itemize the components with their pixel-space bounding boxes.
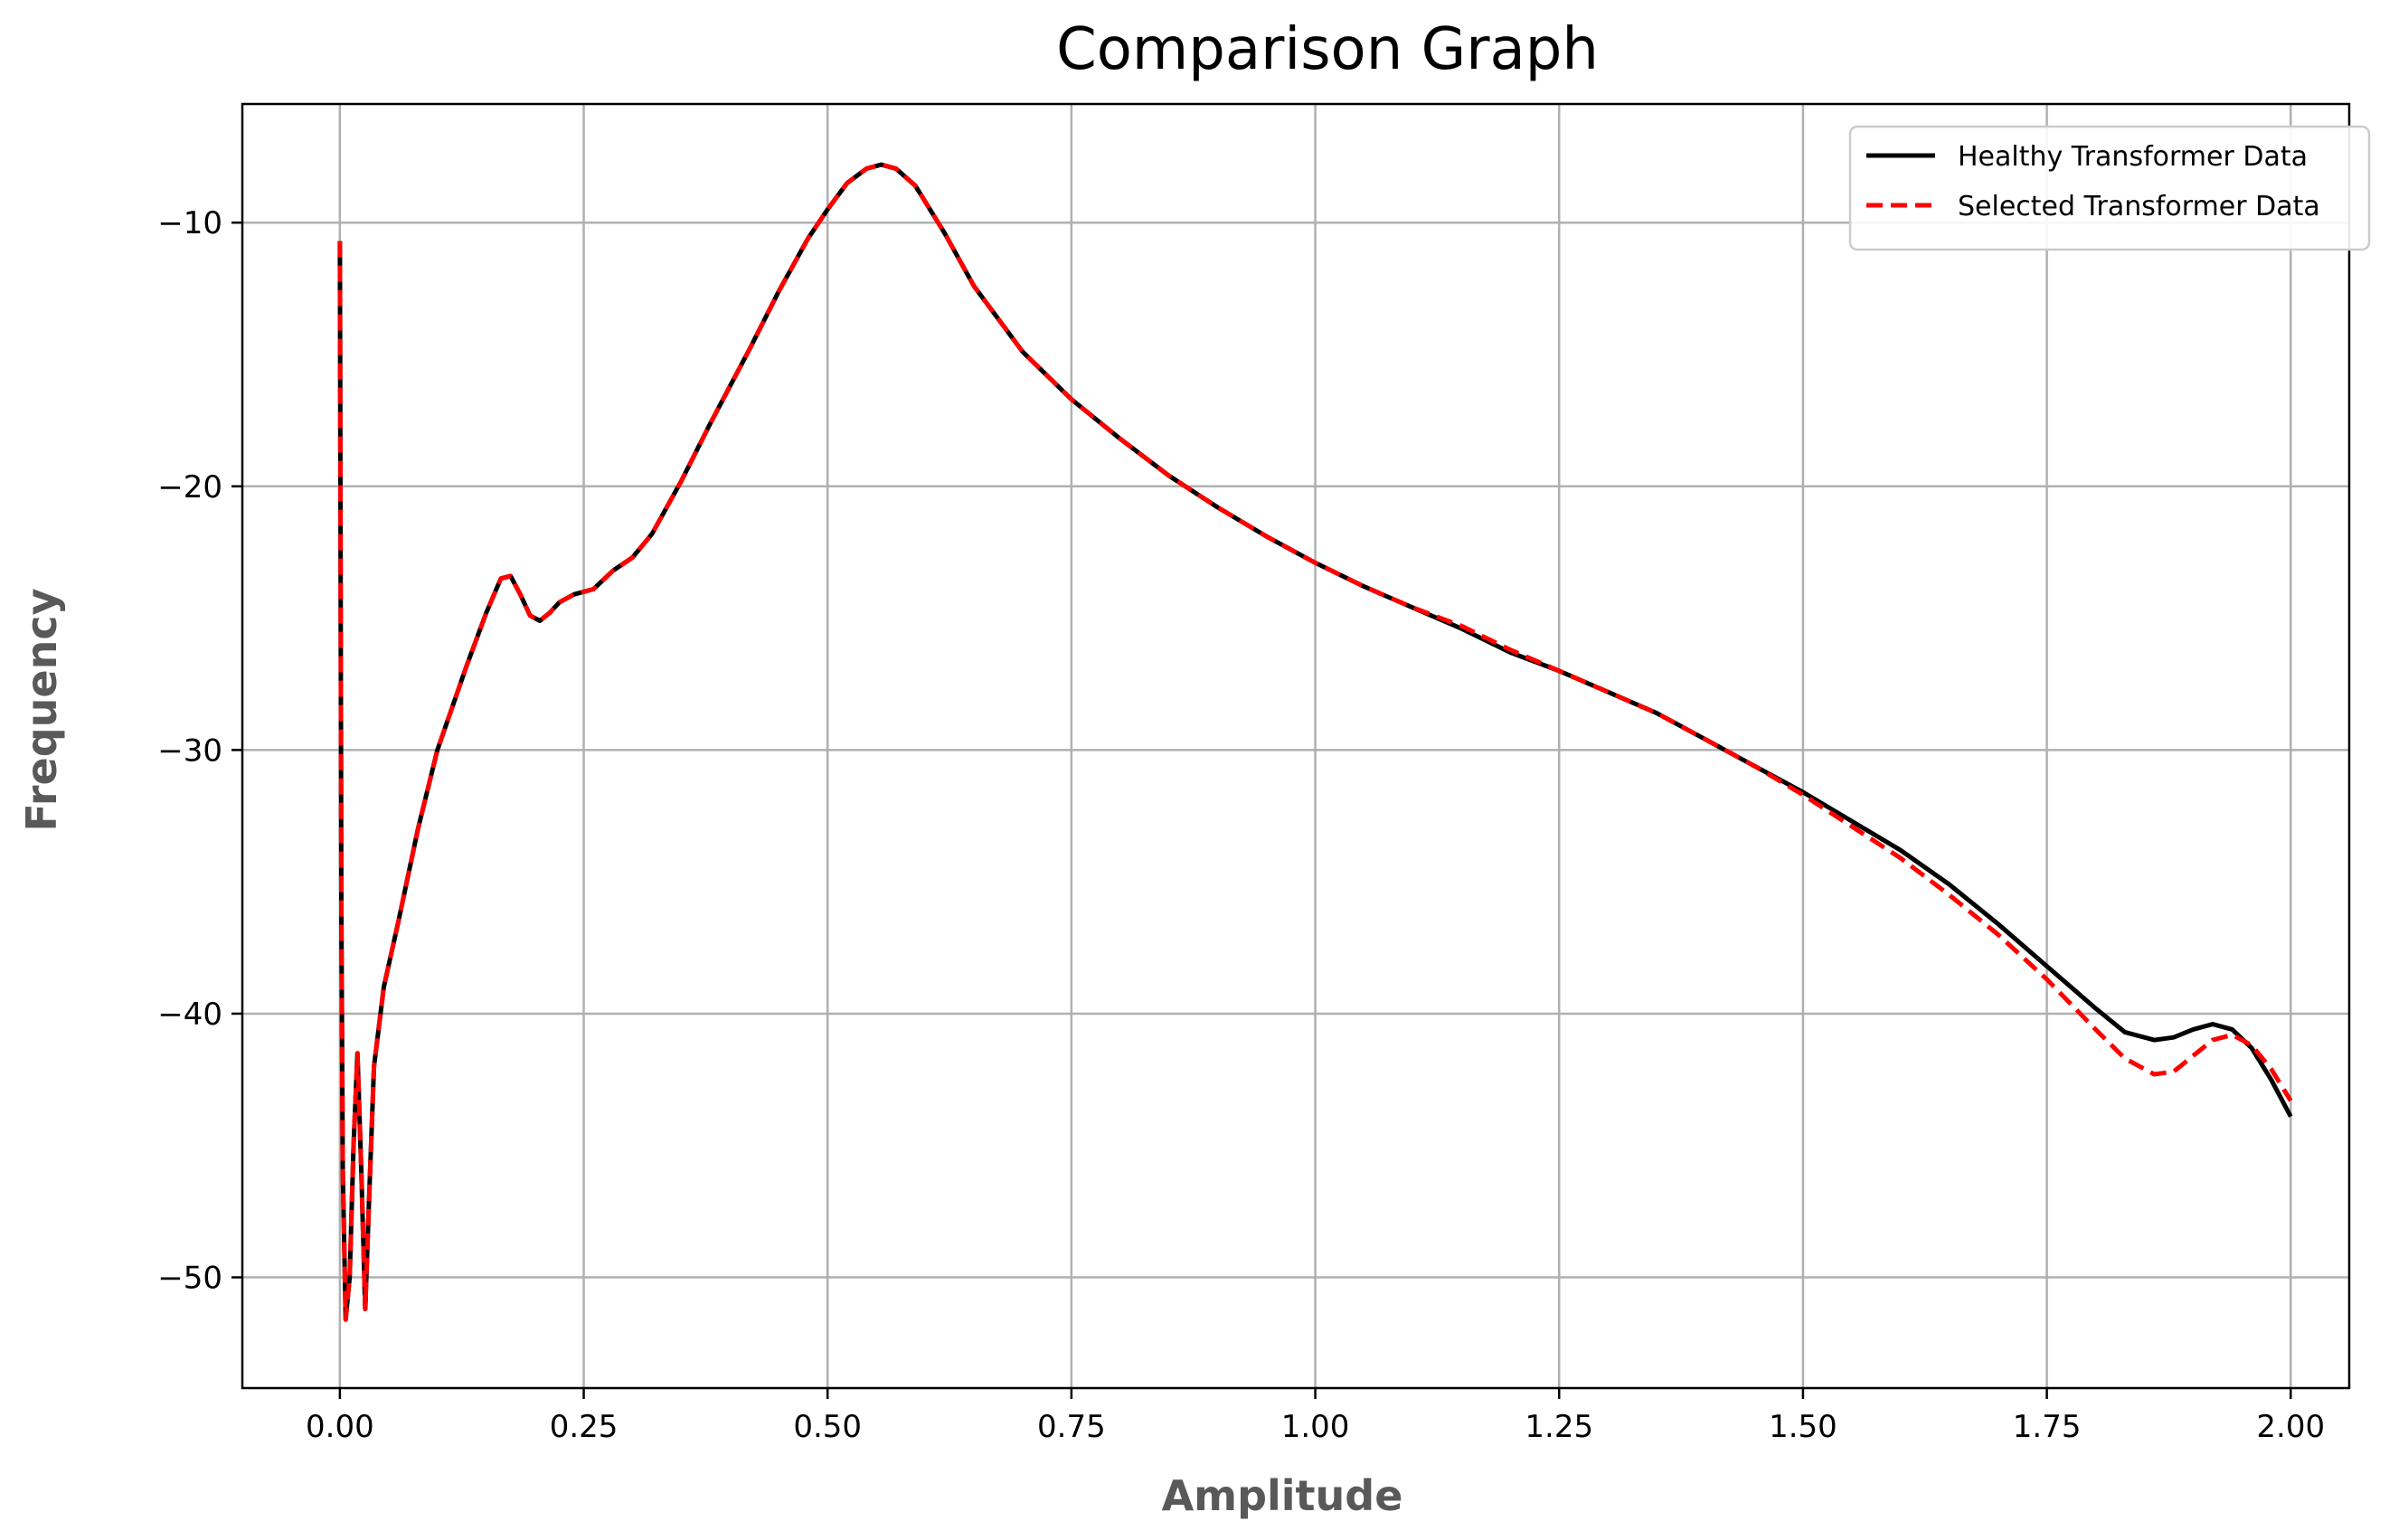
y-tick-label: −10 [157, 205, 222, 241]
y-axis-label: Frequency [17, 588, 66, 831]
x-tick-label: 1.50 [1769, 1409, 1837, 1445]
plot-frame [241, 102, 2351, 1390]
grid [242, 104, 2349, 1388]
series-layer [337, 162, 2293, 1322]
legend: Healthy Transformer Data Selected Transf… [1848, 125, 2371, 251]
x-tick-label: 0.75 [1037, 1409, 1106, 1445]
x-tick-label: 0.50 [793, 1409, 862, 1445]
x-tick-label: 1.25 [1525, 1409, 1593, 1445]
y-tick-label: −50 [157, 1261, 222, 1297]
x-tick-label: 2.00 [2256, 1409, 2325, 1445]
x-tick-label: 1.75 [2013, 1409, 2082, 1445]
x-tick-label: 1.00 [1281, 1409, 1350, 1445]
chart-title: Comparison Graph [1056, 16, 1599, 83]
series-line-selected [337, 162, 2293, 1322]
legend-box [1848, 125, 2371, 251]
y-tick-label: −30 [157, 732, 222, 769]
y-tick-label: −20 [157, 469, 222, 505]
x-tick-label: 0.25 [550, 1409, 619, 1445]
x-axis-label: Amplitude [1162, 1471, 1403, 1520]
x-tick-label: 0.00 [306, 1409, 374, 1445]
legend-label-healthy: Healthy Transformer Data [1958, 141, 2308, 173]
y-tick-label: −40 [157, 997, 222, 1033]
ticks: 0.00 0.25 0.50 0.75 1.00 1.25 1.50 1.75 2.00 −50 −… [157, 205, 2325, 1445]
legend-label-selected: Selected Transformer Data [1958, 191, 2320, 222]
